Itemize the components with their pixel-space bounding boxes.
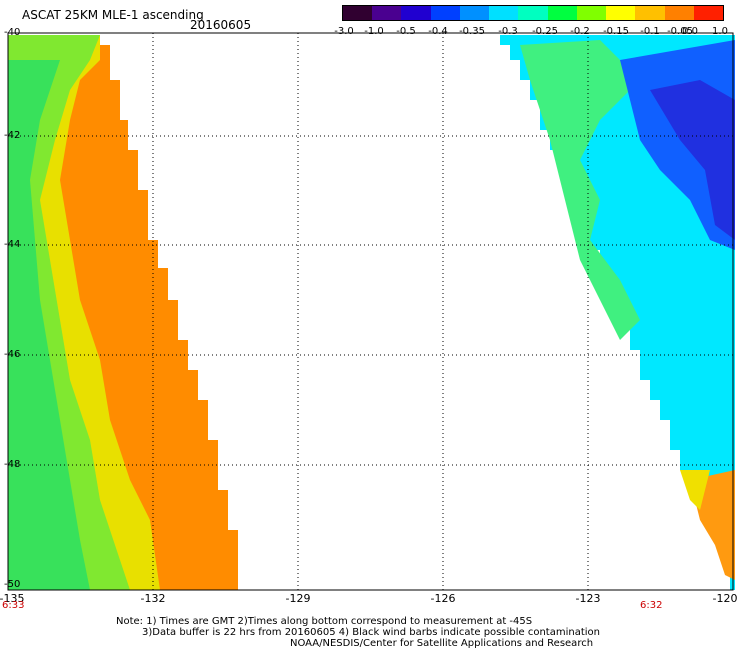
color-scale-label: -0.3: [498, 26, 518, 37]
right-swath-yellow-band: [680, 470, 710, 510]
color-scale-labels: -3.0 -1.0 -0.5 -0.4 -0.35 -0.3 -0.25 -0.…: [330, 26, 730, 38]
color-scale-segment: [372, 6, 402, 20]
note-line: NOAA/NESDIS/Center for Satellite Applica…: [290, 638, 594, 649]
color-scale-label: -0.5: [396, 26, 416, 37]
time-label-right: 6:32: [640, 600, 663, 611]
y-axis-label: -40: [4, 27, 21, 38]
color-scale-label: -0.4: [428, 26, 448, 37]
color-scale-segment: [343, 6, 373, 20]
y-axis-label: -50: [4, 579, 21, 590]
x-axis-label: -135: [0, 592, 25, 605]
grid-lines: [8, 33, 733, 590]
map-title: ASCAT 25KM MLE-1 ascending: [22, 8, 204, 22]
y-axis-label: -42: [4, 130, 21, 141]
color-scale-segment: [547, 6, 577, 20]
x-axis-label: -132: [140, 592, 166, 605]
x-axis-label: -126: [430, 592, 456, 605]
color-scale-segment: [576, 6, 607, 20]
note-line: Note: 1) Times are GMT 2)Times along bot…: [116, 616, 533, 627]
color-scale-segment: [401, 6, 431, 20]
color-scale-segment: [635, 6, 665, 20]
y-axis-label: -44: [4, 239, 21, 250]
right-swath-green-region: [520, 40, 640, 340]
right-swath-deep-blue-region: [650, 80, 735, 240]
color-scale-label: 0.0: [682, 26, 698, 37]
color-scale-segment: [693, 6, 724, 20]
color-scale-label: -1.0: [364, 26, 384, 37]
time-label-left: 6:33: [2, 600, 25, 611]
x-axis-label: -120: [712, 592, 738, 605]
color-scale-bar: [342, 5, 724, 21]
color-scale-label: -0.1: [640, 26, 660, 37]
color-scale-label: -0.35: [459, 26, 485, 37]
color-scale-segment: [430, 6, 460, 20]
color-scale-segment: [518, 6, 548, 20]
color-scale-segment: [489, 6, 519, 20]
color-scale-label: -0.05: [667, 26, 693, 37]
left-swath-green-core: [8, 60, 90, 590]
left-swath: [8, 35, 238, 590]
color-scale-segment: [664, 6, 694, 20]
right-swath: [500, 35, 735, 590]
color-scale-segment: [459, 6, 490, 20]
color-scale-label: -3.0: [334, 26, 354, 37]
color-scale-label: -0.15: [603, 26, 629, 37]
color-scale-label: -0.25: [532, 26, 558, 37]
color-scale-label: -0.2: [570, 26, 590, 37]
plot-frame: [7, 32, 734, 591]
y-axis-label: -46: [4, 349, 21, 360]
y-axis-label: -48: [4, 459, 21, 470]
note-line: 3)Data buffer is 22 hrs from 20160605 4)…: [142, 627, 600, 638]
x-axis-label: -129: [285, 592, 311, 605]
color-scale-label: 1.0: [712, 26, 728, 37]
color-scale-segment: [606, 6, 636, 20]
map-date: 20160605: [190, 18, 252, 32]
x-axis-label: -123: [575, 592, 601, 605]
